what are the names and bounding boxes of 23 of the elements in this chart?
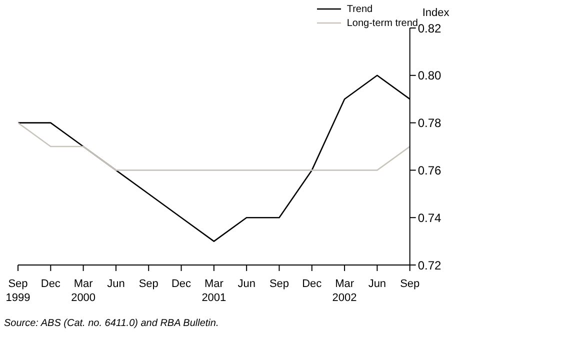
x-tick-label: Sep [138,278,158,290]
y-tick-label: 0.76 [418,163,442,178]
legend-label: Long-term trend [346,18,418,28]
x-tick-label: Sep 1999 [6,278,30,304]
x-tick-label: Dec [171,278,192,290]
y-tick-label: 0.78 [418,116,442,130]
y-tick-label: 0.80 [418,68,442,83]
y-tick-label: 0.82 [418,21,442,36]
x-tick-label: Jun [368,278,386,290]
x-tick-label: Mar 2000 [71,278,96,304]
x-tick-label: Mar 2002 [332,278,357,304]
y-tick-label: 0.74 [418,210,442,225]
x-tick-label: Dec [40,278,61,290]
x-tick-label: Jun [107,278,125,290]
x-tick-label: Sep [269,278,290,290]
y-tick-label: 0.72 [418,258,442,272]
x-tick-label: Dec [302,278,322,290]
x-tick-label: Sep [400,278,420,290]
legend-label: Trend [346,4,373,14]
y-axis-title: Index [422,7,450,19]
source-note: Source: ABS (Cat. no. 6411.0) and RBA Bulletin. [4,318,219,329]
x-tick-label: Jun [238,278,256,290]
x-tick-label: Mar 2001 [202,278,226,304]
